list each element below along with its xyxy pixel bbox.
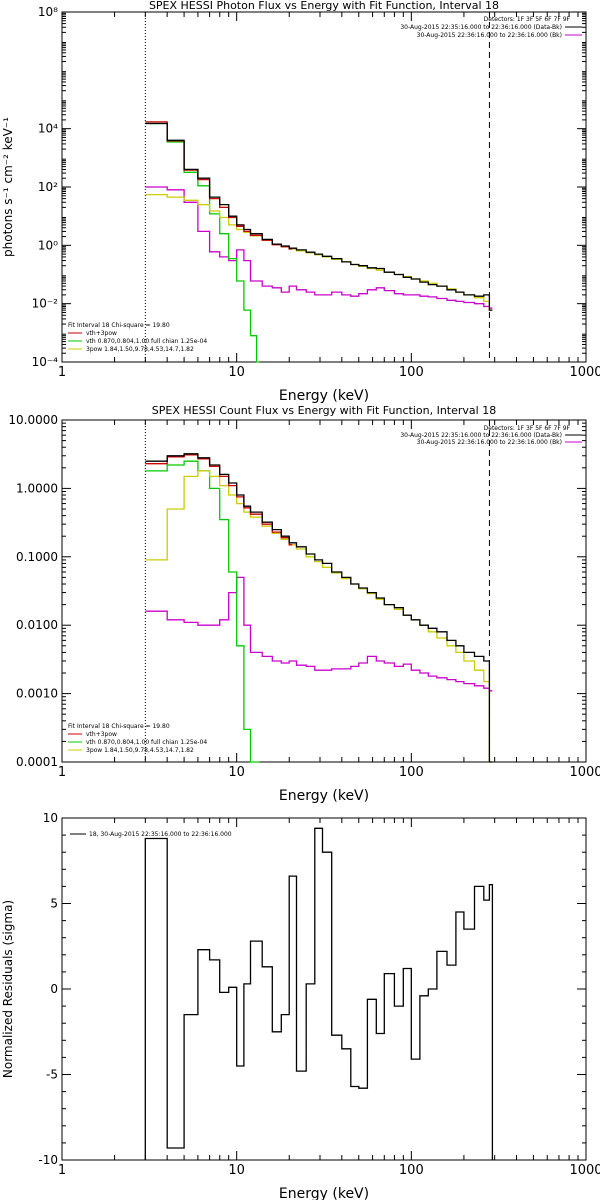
series-data bbox=[145, 453, 493, 763]
x-tick-label: 1000 bbox=[569, 1163, 600, 1178]
chart-title: SPEX HESSI Count Flux vs Energy with Fit… bbox=[152, 404, 496, 417]
series-vth-plus-3pow bbox=[145, 121, 293, 250]
legend-top-right: Detectors: 1F 3F 5F 6F 7F 9F 30-Aug-2015… bbox=[400, 425, 582, 446]
panel-photon-flux: SPEX HESSI Photon Flux vs Energy with Fi… bbox=[1, 0, 600, 404]
panel-count-flux: SPEX HESSI Count Flux vs Energy with Fit… bbox=[8, 404, 600, 804]
legend-entry: 30-Aug-2015 22:36:16.000 to 22:36:16.000… bbox=[417, 32, 562, 39]
legend-entry: vth+3pow bbox=[86, 731, 117, 738]
legend-entry: 18, 30-Aug-2015 22:35:16.000 to 22:36:16… bbox=[89, 831, 232, 838]
marker-lines bbox=[144, 420, 490, 762]
x-tick-label: 10 bbox=[228, 765, 245, 780]
x-tick-label: 1000 bbox=[569, 365, 600, 380]
y-tick-label: 5 bbox=[50, 897, 58, 911]
data-series bbox=[145, 453, 493, 763]
y-tick-label: 0.1000 bbox=[16, 550, 58, 564]
y-tick-label: 10 bbox=[43, 811, 58, 825]
legend-entry: 30-Aug-2015 22:35:16.000 to 22:36:16.000… bbox=[400, 432, 562, 439]
y-tick-label: 10⁴ bbox=[38, 122, 58, 136]
y-axis-label: photons s⁻¹ cm⁻² keV⁻¹ bbox=[1, 117, 15, 257]
x-tick-label: 100 bbox=[399, 765, 424, 780]
legend-entry: 3pow 1.84,1.50,9.78,4.53,14.7,1.82 bbox=[86, 747, 194, 754]
series-3pow bbox=[145, 470, 493, 763]
series-background bbox=[145, 186, 493, 309]
legend-entry: Fit Interval 18 Chi-square = 19.80 bbox=[68, 322, 170, 329]
plot-frame bbox=[61, 419, 587, 763]
y-tick-label: 10⁸ bbox=[38, 5, 58, 19]
series-residuals bbox=[144, 827, 494, 1160]
legend-top-left: 18, 30-Aug-2015 22:35:16.000 to 22:36:16… bbox=[70, 831, 232, 838]
chart-title: SPEX HESSI Photon Flux vs Energy with Fi… bbox=[149, 0, 499, 12]
legend-entry: 30-Aug-2015 22:35:16.000 to 22:36:16.000… bbox=[400, 24, 562, 31]
legend-entry: 3pow 1.84,1.50,9.78,4.53,14.7,1.82 bbox=[86, 346, 194, 353]
panel-residuals: Energy (keV) Normalized Residuals (sigma… bbox=[1, 811, 600, 1200]
x-axis-ticks: 1 10 100 1000 bbox=[58, 12, 600, 380]
y-tick-label: 0 bbox=[50, 982, 58, 996]
y-axis-ticks: 10⁻⁴ 10⁻² 10⁰ 10² 10⁴ 10⁸ bbox=[32, 5, 586, 369]
marker-lines bbox=[144, 12, 490, 362]
y-axis-ticks: 0.0001 0.0010 0.0100 0.1000 1.0000 10.0000 bbox=[8, 413, 586, 769]
plot-frame bbox=[61, 817, 587, 1161]
legend-entry: vth+3pow bbox=[86, 330, 117, 337]
y-tick-label: 0.0001 bbox=[16, 755, 58, 769]
x-tick-label: 1 bbox=[58, 365, 66, 380]
y-tick-label: -10 bbox=[38, 1153, 58, 1167]
y-tick-label: 1.0000 bbox=[16, 481, 58, 495]
x-axis-ticks: 1 10 100 1000 bbox=[58, 420, 600, 780]
y-axis-ticks: -10 -5 0 5 10 bbox=[38, 811, 586, 1167]
legend-entry: vth 0.870,0.804,1.00 full chian 1.25e-04 bbox=[86, 739, 207, 746]
x-axis-label: Energy (keV) bbox=[279, 1186, 369, 1200]
y-tick-label: -5 bbox=[46, 1068, 58, 1082]
plot-frame bbox=[61, 11, 587, 363]
series-background bbox=[145, 576, 493, 692]
legend-entry: vth 0.870,0.804,1.00 full chian 1.25e-04 bbox=[86, 338, 207, 345]
legend-top-right: Detectors: 1F 3F 5F 6F 7F 9F 30-Aug-2015… bbox=[400, 16, 582, 39]
legend-entry: Detectors: 1F 3F 5F 6F 7F 9F bbox=[484, 16, 571, 23]
y-tick-label: 0.0100 bbox=[16, 618, 58, 632]
x-axis-label: Energy (keV) bbox=[279, 788, 369, 804]
legend-entry: Detectors: 1F 3F 5F 6F 7F 9F bbox=[484, 425, 571, 432]
legend-entry: 30-Aug-2015 22:36:16.000 to 22:36:16.000… bbox=[417, 439, 562, 446]
x-tick-label: 10 bbox=[228, 365, 245, 380]
x-tick-label: 1 bbox=[58, 1163, 66, 1178]
data-series bbox=[145, 121, 493, 363]
y-tick-label: 10⁻⁴ bbox=[32, 355, 59, 369]
y-tick-label: 10⁻² bbox=[32, 297, 59, 311]
series-vth bbox=[145, 460, 260, 763]
x-tick-label: 10 bbox=[228, 1163, 245, 1178]
legend-bottom-left: Fit Interval 18 Chi-square = 19.80 vth+3… bbox=[68, 322, 207, 353]
x-tick-label: 1000 bbox=[569, 765, 600, 780]
x-tick-label: 1 bbox=[58, 765, 66, 780]
legend-entry: Fit Interval 18 Chi-square = 19.80 bbox=[68, 723, 170, 730]
y-tick-label: 0.0010 bbox=[16, 687, 58, 701]
x-axis-label: Energy (keV) bbox=[279, 388, 369, 404]
x-tick-label: 100 bbox=[399, 365, 424, 380]
data-series bbox=[144, 827, 494, 1160]
y-tick-label: 10² bbox=[38, 180, 58, 194]
y-axis-label: Normalized Residuals (sigma) bbox=[1, 900, 15, 1078]
legend-bottom-left: Fit Interval 18 Chi-square = 19.80 vth+3… bbox=[68, 723, 207, 754]
y-tick-label: 10⁰ bbox=[38, 238, 58, 252]
x-axis-ticks: 1 10 100 1000 bbox=[58, 818, 600, 1178]
series-data bbox=[145, 122, 493, 311]
x-tick-label: 100 bbox=[399, 1163, 424, 1178]
y-tick-label: 10.0000 bbox=[8, 413, 58, 427]
